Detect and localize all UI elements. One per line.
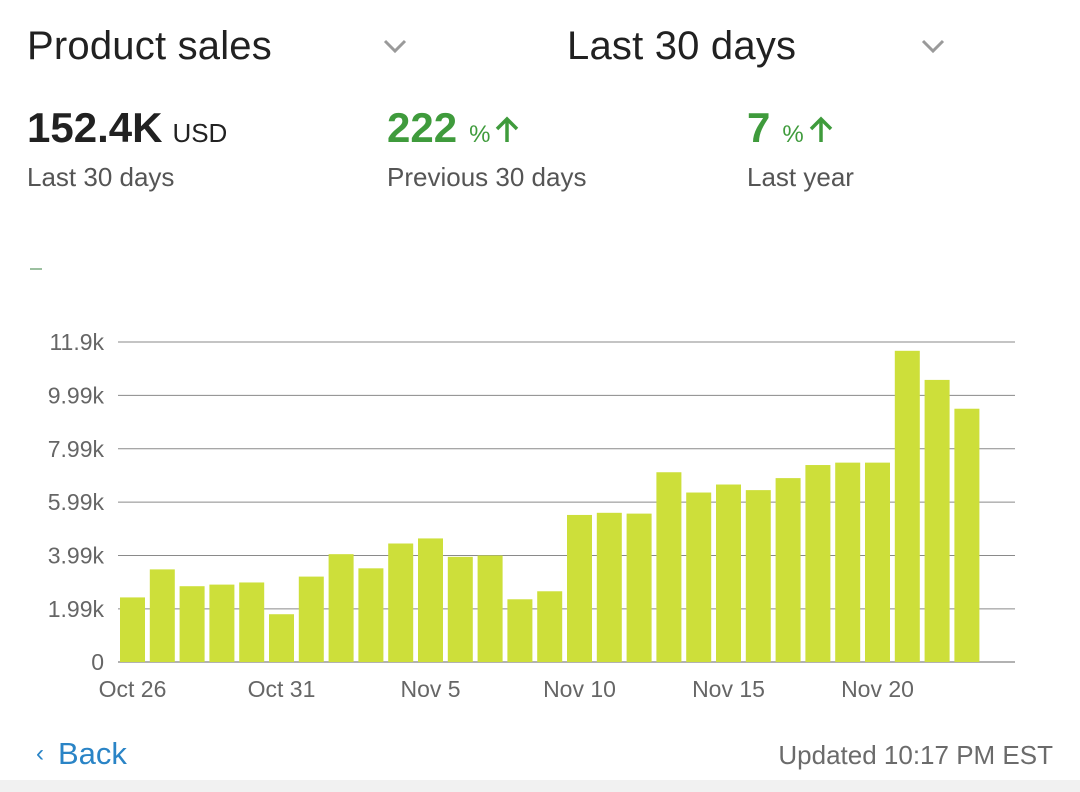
- bar: [596, 512, 622, 662]
- arrow-up-icon: [496, 116, 519, 142]
- y-tick-label: 1.99k: [48, 596, 105, 622]
- bar: [477, 555, 503, 662]
- bar: [179, 586, 205, 662]
- chevron-down-icon: [383, 39, 407, 54]
- bar: [954, 408, 980, 662]
- stat-last-year: 7 % Last year: [747, 104, 854, 193]
- bar: [537, 591, 563, 662]
- stat-total-sales: 152.4K USD Last 30 days: [27, 104, 227, 193]
- bottom-bar: [0, 780, 1080, 792]
- bar: [388, 543, 414, 662]
- bar: [716, 484, 741, 662]
- bar: [626, 513, 652, 662]
- x-tick-label: Nov 15: [692, 676, 765, 702]
- x-tick-label: Nov 5: [400, 676, 460, 702]
- metric-select[interactable]: Product sales: [27, 18, 417, 74]
- bar: [507, 599, 533, 662]
- bar: [358, 568, 384, 662]
- updated-timestamp: Updated 10:17 PM EST: [778, 740, 1053, 770]
- last-year-change-value: 7: [747, 104, 771, 151]
- bar: [924, 379, 950, 662]
- currency-unit: USD: [172, 118, 228, 148]
- stat-previous-period: 222 % Previous 30 days: [387, 104, 586, 193]
- date-range-select-label: Last 30 days: [567, 23, 797, 68]
- y-tick-label: 5.99k: [48, 489, 105, 515]
- percent-unit: %: [469, 121, 491, 148]
- bar: [865, 462, 890, 662]
- percent-unit: %: [782, 121, 804, 148]
- bar: [328, 554, 354, 662]
- back-link-label: Back: [58, 736, 127, 771]
- y-tick-label: 3.99k: [48, 543, 105, 569]
- x-tick-label: Oct 26: [99, 676, 167, 702]
- y-tick-label: 0: [91, 649, 104, 675]
- bar: [298, 576, 324, 662]
- x-tick-label: Oct 31: [248, 676, 316, 702]
- bar: [745, 490, 771, 662]
- chevron-left-icon: ‹: [36, 740, 44, 767]
- y-tick-label: 7.99k: [48, 436, 105, 462]
- chevron-down-icon: [921, 39, 945, 54]
- bar: [149, 569, 175, 662]
- bar: [775, 478, 801, 662]
- bar: [269, 614, 294, 662]
- previous-period-caption: Previous 30 days: [387, 162, 587, 192]
- y-tick-label: 11.9k: [49, 329, 104, 355]
- sales-bar-chart: 0 1.99k 3.99k 5.99k 7.99k 9.99k 11.9k Oct 26 Oct…: [48, 329, 1015, 702]
- bar: [239, 582, 265, 662]
- x-tick-label: Nov 10: [543, 676, 616, 702]
- bar: [447, 556, 473, 662]
- bar: [686, 492, 712, 662]
- metric-select-label: Product sales: [27, 23, 272, 68]
- bar: [656, 472, 682, 662]
- total-sales-caption: Last 30 days: [27, 162, 175, 192]
- bar: [120, 597, 145, 662]
- arrow-up-icon: [809, 116, 832, 142]
- bar: [805, 465, 831, 662]
- bar: [894, 350, 920, 662]
- chart-marker: [30, 268, 42, 270]
- last-year-caption: Last year: [747, 162, 854, 192]
- total-sales-value: 152.4K: [27, 104, 163, 151]
- bar: [209, 584, 235, 662]
- bar: [567, 514, 592, 662]
- x-tick-label: Nov 20: [841, 676, 914, 702]
- previous-change-value: 222: [387, 104, 458, 151]
- bar: [835, 462, 861, 662]
- bar: [418, 538, 443, 662]
- date-range-select[interactable]: Last 30 days: [567, 18, 957, 74]
- y-tick-label: 9.99k: [48, 382, 105, 408]
- back-link[interactable]: ‹ Back: [36, 736, 127, 772]
